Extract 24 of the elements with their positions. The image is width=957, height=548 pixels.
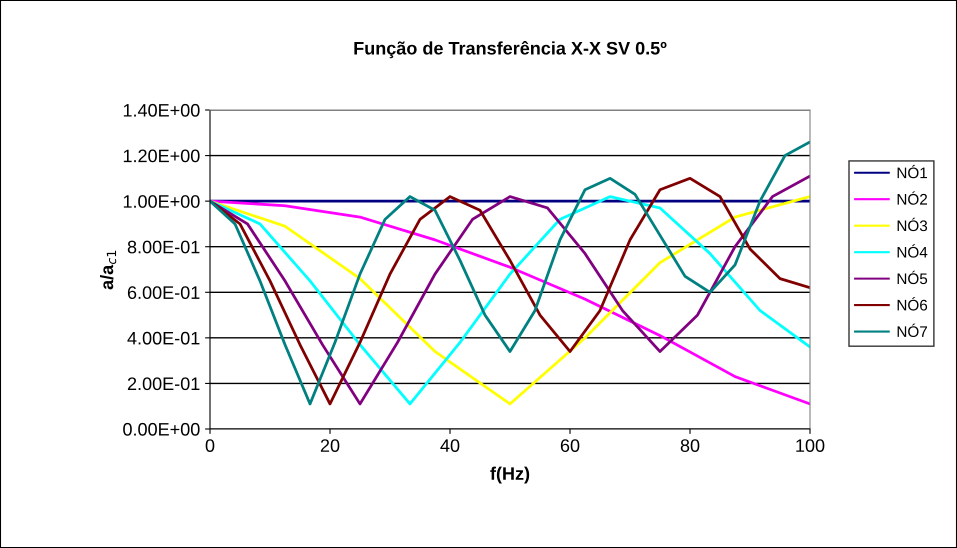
legend-label: NÓ7 [898,324,928,338]
y-tick-label: 1.00E+00 [124,195,200,208]
chart-title: Função de Transferência X-X SV 0.5º [354,40,667,58]
y-tick-label: 2.00E-01 [128,377,200,390]
legend-label: NÓ4 [898,244,928,258]
legend-label: NÓ6 [898,297,928,311]
x-tick-label: 100 [796,439,824,452]
y-tick-label: 6.00E-01 [128,286,200,300]
x-axis-title: f(Hz) [490,466,530,484]
legend-label: NÓ1 [898,164,928,178]
y-tick-label: 1.20E+00 [124,150,200,162]
y-tick-label: 1.40E+00 [124,104,200,117]
legend-label: NÓ2 [898,191,928,205]
x-tick-label: 80 [680,439,700,452]
legend-label: NÓ3 [898,218,928,232]
legend-label: NÓ5 [898,270,928,284]
y-axis-title: a/a$_{c1}$ [100,250,116,290]
x-tick-label: 20 [320,439,340,452]
x-tick-label: 60 [560,439,580,452]
y-tick-label: 0.00E+00 [123,422,200,436]
x-tick-label: 40 [440,439,460,452]
x-tick-label: 0 [206,439,214,452]
y-tick-label: 8.00E-01 [128,240,200,254]
y-tick-label: 4.00E-01 [127,332,200,345]
